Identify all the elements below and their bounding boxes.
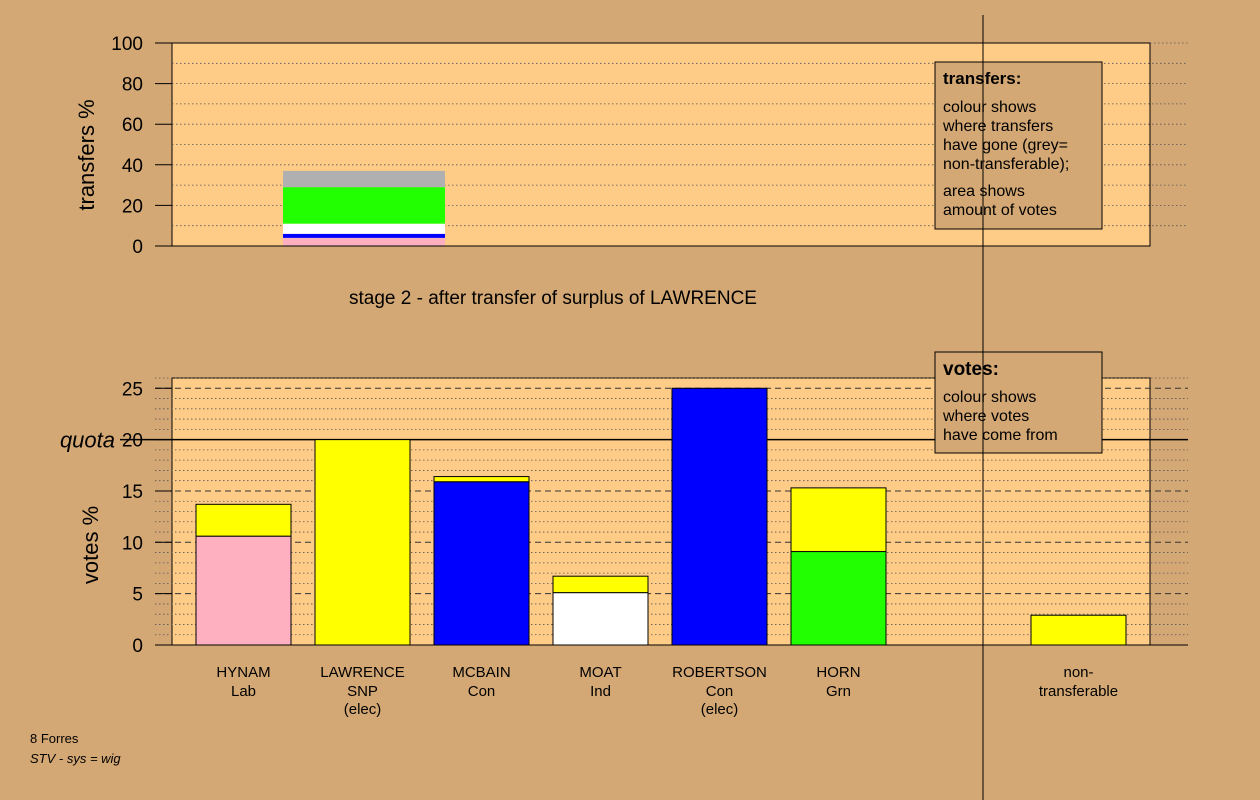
transfers-segment-Ind xyxy=(283,223,445,234)
bar-segment-Lab xyxy=(195,535,292,646)
bar-segment-SNP xyxy=(195,503,292,537)
votes-legend: votes: colour shows where votes have com… xyxy=(934,351,1103,454)
transfers-legend-title: transfers: xyxy=(943,69,1021,88)
bar-segment-Con xyxy=(671,387,768,646)
votes-tick-label: 25 xyxy=(122,379,143,400)
transfers-tick-label: 60 xyxy=(122,115,143,136)
bar-segment-Ind xyxy=(552,592,649,646)
candidate-status: (elec) xyxy=(344,701,382,718)
transfers-legend-line: colour shows xyxy=(943,99,1036,116)
candidate-name: MOAT xyxy=(579,664,621,681)
candidate-party: Ind xyxy=(590,683,611,700)
candidate-bar-lawrence xyxy=(314,439,411,646)
votes-legend-line: have come from xyxy=(943,427,1058,444)
votes-tick-label: 10 xyxy=(122,533,143,554)
transfers-segment-Con xyxy=(283,233,445,238)
transfers-tick-label: 100 xyxy=(111,34,143,55)
transfers-legend-line: amount of votes xyxy=(943,202,1057,219)
candidate-party: Grn xyxy=(826,683,851,700)
candidate-name: HORN xyxy=(816,664,860,681)
votes-bars xyxy=(195,387,1127,646)
bar-segment-SNP xyxy=(433,476,530,483)
transfers-legend-line: have gone (grey= xyxy=(943,137,1068,154)
transfers-segment-nontransferable xyxy=(283,170,445,188)
votes-yticks: 0 5 10 15 20 25 xyxy=(122,379,172,657)
transfers-segment-Lab xyxy=(283,237,445,246)
candidate-name: MCBAIN xyxy=(452,664,510,681)
nontransferable-label: transferable xyxy=(1039,683,1118,700)
candidate-status: (elec) xyxy=(701,701,739,718)
stage-title: stage 2 - after transfer of surplus of L… xyxy=(349,288,757,309)
nontransferable-bar xyxy=(1030,614,1127,646)
quota-label: quota xyxy=(60,428,115,453)
candidate-party: SNP xyxy=(347,683,378,700)
transfers-yticks: 0 20 40 60 80 100 xyxy=(111,34,172,258)
transfers-legend-line: where transfers xyxy=(942,118,1053,135)
candidate-party: Con xyxy=(468,683,496,700)
bar-segment-SNP xyxy=(552,575,649,594)
votes-tick-label: 5 xyxy=(132,585,143,606)
nontransferable-label: non- xyxy=(1063,664,1093,681)
candidate-name: ROBERTSON xyxy=(672,664,767,681)
votes-legend-box xyxy=(934,351,1103,454)
candidate-name: LAWRENCE xyxy=(320,664,404,681)
candidate-bar-robertson xyxy=(671,387,768,646)
footer-ward: 8 Forres xyxy=(30,731,79,746)
votes-ylabel: votes % xyxy=(78,506,103,584)
candidate-name: HYNAM xyxy=(216,664,270,681)
bar-segment-Con xyxy=(433,481,530,646)
transfers-segment-Grn xyxy=(283,187,445,224)
candidate-bar-horn xyxy=(790,487,887,646)
transfers-legend-box xyxy=(934,61,1103,230)
transfers-legend-line: area shows xyxy=(943,183,1025,200)
transfers-tick-label: 20 xyxy=(122,196,143,217)
votes-legend-line: colour shows xyxy=(943,389,1036,406)
candidate-labels: HYNAMLabLAWRENCESNP(elec)MCBAINConMOATIn… xyxy=(216,664,1118,718)
votes-legend-line: where votes xyxy=(942,408,1029,425)
transfers-tick-label: 40 xyxy=(122,156,143,177)
bar-segment-SNP xyxy=(314,439,411,646)
candidate-bar-mcbain xyxy=(433,476,530,646)
votes-tick-label: 0 xyxy=(132,636,143,657)
footer-system: STV - sys = wig xyxy=(30,751,121,766)
transfers-bar xyxy=(283,170,445,246)
candidate-bar-moat xyxy=(552,575,649,646)
transfers-tick-label: 0 xyxy=(132,237,143,258)
votes-tick-label: 15 xyxy=(122,482,143,503)
votes-tick-label: 20 xyxy=(122,431,143,452)
transfers-legend: transfers: colour shows where transfers … xyxy=(934,61,1103,230)
votes-legend-title: votes: xyxy=(943,359,999,380)
candidate-party: Con xyxy=(706,683,734,700)
transfers-tick-label: 80 xyxy=(122,75,143,96)
bar-segment-SNP xyxy=(1030,614,1127,646)
bar-segment-Grn xyxy=(790,551,887,646)
transfers-ylabel: transfers % xyxy=(74,99,99,210)
bar-segment-SNP xyxy=(790,487,887,553)
candidate-bar-hynam xyxy=(195,503,292,646)
candidate-party: Lab xyxy=(231,683,256,700)
transfers-legend-line: non-transferable); xyxy=(943,156,1069,173)
